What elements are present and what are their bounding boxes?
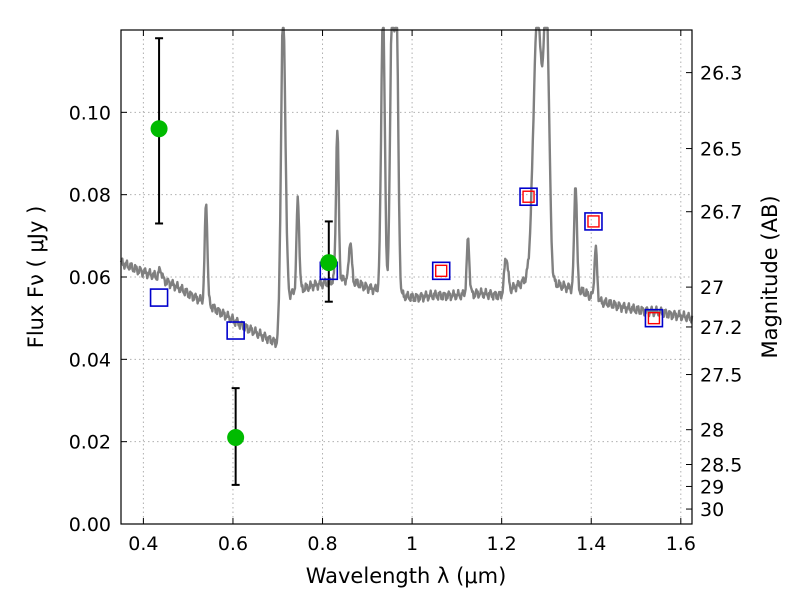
errorbar-layer — [155, 37, 333, 486]
x-tick-label: 0.6 — [218, 533, 248, 555]
y-tick-label: 0.02 — [69, 432, 111, 454]
mag-tick-label: 26.7 — [700, 202, 742, 224]
mag-tick-label: 28 — [700, 420, 724, 442]
grid-lines — [121, 30, 692, 524]
red-square-marker — [435, 264, 448, 278]
x-tick-label: 0.4 — [128, 533, 158, 555]
y-tick-label: 0.06 — [69, 267, 111, 289]
observed-point — [150, 120, 168, 138]
right-axis-title: Magnitude (AB) — [758, 195, 782, 358]
blue-square-marker — [431, 261, 451, 281]
blue-square-marker — [149, 288, 169, 307]
blue-square-marker — [584, 212, 603, 231]
blue-square-marker — [226, 321, 245, 340]
x-tick-label: 1.6 — [666, 533, 696, 555]
y-tick-label: 0.10 — [69, 102, 111, 124]
x-tick-label: 0.8 — [307, 533, 337, 555]
x-axis-title: Wavelength λ (μm) — [306, 564, 507, 588]
blue-square-marker — [644, 308, 664, 328]
y-axis-title: Flux Fν ( μJy ) — [24, 206, 48, 349]
mag-tick-label: 30 — [700, 499, 724, 521]
red-square-marker — [587, 215, 600, 228]
observed-point — [227, 429, 245, 447]
observed-point — [320, 254, 338, 272]
marker-layer — [149, 120, 664, 447]
x-tick-label: 1 — [406, 533, 418, 555]
y-tick-label: 0.08 — [69, 185, 111, 207]
x-tick-label: 1.2 — [487, 533, 517, 555]
mag-tick-label: 28.5 — [700, 454, 742, 476]
red-square-marker — [522, 190, 535, 203]
y-tick-label: 0.00 — [69, 514, 111, 536]
spectrum-layer — [119, 26, 694, 349]
mag-tick-label: 27.5 — [700, 365, 742, 387]
y-tick-label: 0.04 — [69, 349, 111, 371]
mag-tick-label: 27 — [700, 277, 724, 299]
x-ticks: 0.4 0.6 0.8 1 1.2 1.4 1.6 — [128, 30, 696, 555]
blue-square-marker — [519, 187, 538, 207]
y-ticks: 0.00 0.02 0.04 0.06 0.08 0.10 — [69, 102, 127, 536]
mag-tick-label: 29 — [700, 476, 724, 498]
red-square-marker — [647, 311, 661, 325]
mag-tick-label: 27.2 — [700, 317, 742, 339]
spectrum-line — [119, 26, 694, 349]
mag-tick-label: 26.3 — [700, 63, 742, 85]
x-tick-label: 1.4 — [576, 533, 606, 555]
mag-tick-label: 26.5 — [700, 139, 742, 161]
